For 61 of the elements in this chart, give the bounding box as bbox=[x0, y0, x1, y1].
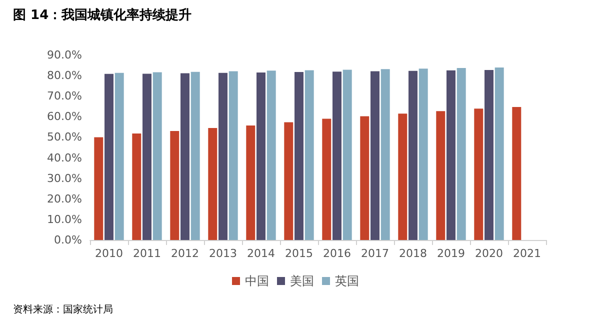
text: 资料来源：国家统计局 bbox=[13, 304, 113, 316]
bar bbox=[180, 73, 190, 240]
bar bbox=[332, 72, 342, 240]
x-tick-label: 2017 bbox=[361, 247, 389, 260]
bar bbox=[456, 68, 466, 240]
bar bbox=[132, 134, 142, 240]
legend-label: 中国 bbox=[245, 274, 269, 288]
x-tick-label: 2011 bbox=[133, 247, 161, 260]
x-tick-label: 2012 bbox=[171, 247, 199, 260]
y-tick-label: 30.0% bbox=[47, 172, 82, 185]
y-tick-label: 0.0% bbox=[54, 234, 82, 246]
bar bbox=[256, 72, 266, 240]
x-tick-label: 2016 bbox=[323, 247, 351, 260]
legend-label: 英国 bbox=[335, 274, 359, 288]
x-tick-label: 2018 bbox=[399, 247, 427, 260]
bar bbox=[408, 70, 418, 240]
bar bbox=[322, 118, 332, 240]
bar bbox=[284, 122, 294, 240]
x-tick-label: 2021 bbox=[513, 247, 541, 260]
bar bbox=[190, 72, 200, 240]
x-tick-label: 2019 bbox=[437, 247, 465, 260]
bar bbox=[494, 68, 504, 240]
y-tick-label: 80.0% bbox=[47, 69, 82, 82]
bar bbox=[484, 70, 494, 240]
bar bbox=[436, 111, 446, 240]
x-tick-label: 2015 bbox=[285, 247, 313, 260]
bar bbox=[304, 70, 314, 240]
bar bbox=[152, 72, 162, 240]
x-tick-label: 2014 bbox=[247, 247, 275, 260]
y-tick-label: 50.0% bbox=[47, 130, 82, 144]
bar bbox=[228, 71, 238, 240]
bar bbox=[94, 137, 104, 240]
x-tick-label: 2020 bbox=[475, 247, 503, 260]
bar bbox=[380, 69, 390, 240]
y-tick-label: 10.0% bbox=[47, 212, 82, 226]
x-tick-label: 2013 bbox=[209, 247, 237, 260]
y-tick-label: 90.0% bbox=[47, 48, 82, 62]
bar bbox=[418, 68, 428, 240]
y-tick-label: 60.0% bbox=[47, 110, 82, 124]
bar bbox=[474, 108, 484, 240]
bar bbox=[208, 128, 218, 240]
bar bbox=[246, 126, 256, 240]
bar bbox=[398, 114, 408, 240]
bar bbox=[266, 70, 276, 240]
bar bbox=[142, 74, 152, 240]
y-tick-label: 70.0% bbox=[47, 90, 82, 103]
x-tick-label: 2010 bbox=[95, 247, 123, 260]
y-tick-label: 40.0% bbox=[47, 151, 82, 164]
legend-label: 美国 bbox=[290, 274, 314, 288]
bar bbox=[342, 70, 352, 240]
bar bbox=[360, 116, 370, 240]
bar bbox=[170, 131, 180, 240]
bar bbox=[446, 70, 456, 240]
bar bbox=[218, 72, 228, 240]
y-tick-label: 20.0% bbox=[47, 192, 82, 206]
chart-title: 图 14：我国城镇化率持续提升 bbox=[13, 7, 192, 23]
bar bbox=[114, 72, 124, 240]
bar bbox=[370, 71, 380, 240]
bar bbox=[104, 74, 114, 240]
bar bbox=[512, 107, 522, 240]
bar bbox=[294, 72, 304, 240]
